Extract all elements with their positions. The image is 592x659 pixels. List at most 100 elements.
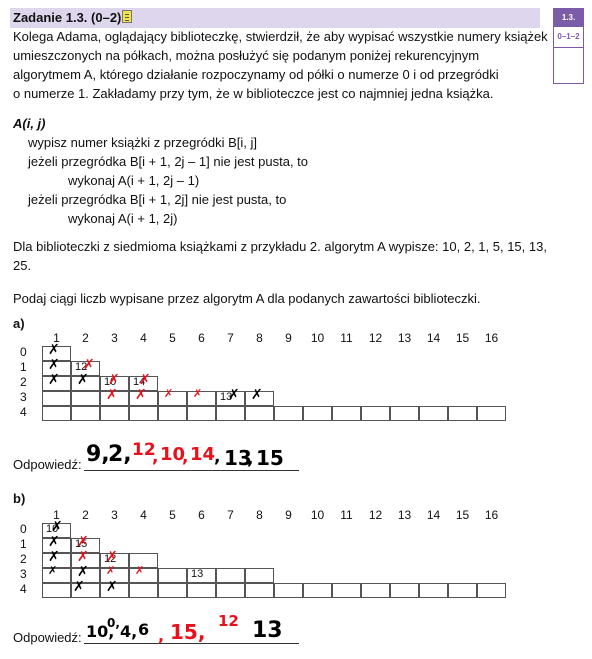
algorithm-line-call-right: wykonaj A(i + 1, 2j) [68,211,178,226]
column-header: 3 [111,331,118,345]
column-header: 12 [368,508,383,522]
shelf-cell [216,583,245,598]
shelf-cell [71,376,100,391]
shelf-cell [129,553,158,568]
column-header: 6 [198,331,205,345]
cell-book-number: 10 [46,523,59,535]
shelf-cell [71,568,100,583]
shelf-cell [42,538,71,553]
shelf-cell [71,538,100,553]
column-header: 12 [368,331,383,345]
shelf-cell [390,583,419,598]
column-header: 14 [426,331,441,345]
handwritten-cross-mark: ✗ [228,387,240,403]
row-header: 4 [20,582,27,596]
intro-line-4: o numerze 1. Zakładamy przy tym, że w bi… [13,86,494,101]
row-header: 4 [20,405,27,419]
column-header: 1 [53,508,60,522]
handwritten-cross-mark: ✗ [48,357,60,373]
cell-book-number: 13 [191,568,204,580]
algorithm-line-if-right: jeżeli przegródka B[i + 1, 2j] nie jest … [28,192,287,207]
column-header: 16 [484,331,499,345]
row-header: 0 [20,522,27,536]
shelf-cell [129,376,158,391]
cell-book-number: 15 [75,538,88,550]
handwritten-cross-mark: ✗ [77,372,89,388]
handwritten-cross-mark: ✗ [251,387,263,403]
handwritten-answer-number: 12 [132,440,156,460]
shelf-cell [303,583,332,598]
score-box [553,8,584,84]
handwritten-cross-mark: ✗ [48,549,60,565]
shelf-cell [332,406,361,421]
task-title: Zadanie 1.3. (0–2) [13,10,122,25]
column-header: 5 [169,331,176,345]
row-header: 0 [20,345,27,359]
example-line-2: 25. [13,258,32,273]
column-header: 15 [455,331,470,345]
shelf-cell [158,568,187,583]
handwritten-cross-mark: ✗ [108,372,120,388]
column-header: 10 [310,331,325,345]
shelf-cell [129,568,158,583]
handwritten-answer-number: 14 [190,444,216,465]
handwritten-cross-mark: ✗ [193,387,203,400]
cell-book-number: 14 [133,376,146,388]
handwritten-cross-mark: ✗ [51,519,63,535]
answer-a-line [84,470,299,471]
shelf-cell [100,583,129,598]
part-b-label: b) [13,491,26,506]
handwritten-answer-number: , [182,447,189,467]
intro-line-3: algorytmem A, którego działanie rozpoczy… [13,67,499,82]
column-header: 4 [140,508,147,522]
shelf-cell [42,568,71,583]
shelf-cell [71,583,100,598]
handwritten-cross-mark: ✗ [48,342,60,358]
shelf-cell [71,361,100,376]
handwritten-cross-mark: ✗ [106,387,118,403]
handwritten-answer-number: 10, [86,622,115,641]
example-line-1: Dla biblioteczki z siedmioma książkami z… [13,239,547,254]
shelf-cell [100,406,129,421]
handwritten-cross-mark: ✗ [77,549,89,565]
handwritten-answer-number: , [152,447,159,467]
intro-line-2: umieszczonych na półkach, można posłużyć… [13,48,480,63]
handwritten-answer-number: 13 [224,446,252,470]
column-header: 10 [310,508,325,522]
handwritten-answer-number: , [214,447,221,467]
row-header: 3 [20,390,27,404]
shelf-cell [332,583,361,598]
handwritten-cross-mark: ✗ [106,549,118,565]
column-header: 16 [484,508,499,522]
handwritten-cross-mark: ✗ [48,534,60,550]
handwritten-answer-number: 4, [120,622,138,641]
handwritten-answer-number: 6 [138,620,150,639]
handwritten-cross-mark: ✗ [48,564,58,577]
column-header: 5 [169,508,176,522]
shelf-cell [158,583,187,598]
shelf-cell [129,391,158,406]
cell-book-number: 13 [220,391,233,403]
handwritten-cross-mark: ✗ [106,579,118,595]
shelf-cell [71,406,100,421]
shelf-cell [477,406,506,421]
cell-book-number: 12 [104,553,117,565]
row-header: 2 [20,552,27,566]
shelf-cell [274,406,303,421]
handwritten-answer-number: , [158,626,165,645]
handwritten-cross-mark: ✗ [83,357,95,373]
shelf-cell [187,583,216,598]
notepad-icon[interactable] [122,10,132,23]
handwritten-answer-number: 0, [107,616,120,630]
handwritten-cross-mark: ✗ [135,387,147,403]
column-header: 9 [285,508,292,522]
shelf-cell [419,583,448,598]
shelf-cell [158,406,187,421]
task-header-bar [10,8,540,28]
column-header: 3 [111,508,118,522]
handwritten-answer-number: 15 [256,446,284,470]
shelf-cell [100,553,129,568]
shelf-cell [187,568,216,583]
shelf-cell [158,391,187,406]
shelf-cell [361,583,390,598]
